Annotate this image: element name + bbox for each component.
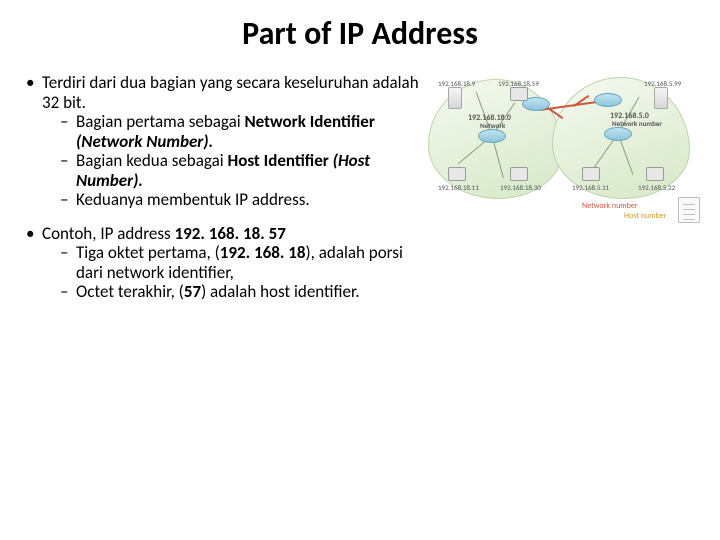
b2s2-p1: Octet terakhir, ( [76, 281, 184, 302]
bullet-2-pre: Contoh, IP address [42, 223, 175, 244]
b2s2-p2: ) adalah host identifier. [201, 281, 359, 302]
server-icon [654, 87, 668, 109]
text-column: Terdiri dari dua bagian yang secara kese… [24, 73, 424, 316]
ip-label: 192.168.18.59 [498, 79, 539, 88]
document-icon [678, 197, 700, 223]
network-sublabel: Network [480, 121, 505, 130]
page-title: Part of IP Address [0, 0, 720, 63]
router-icon [594, 93, 622, 107]
pc-icon [448, 167, 466, 181]
ip-label: 192.168.18.11 [438, 183, 479, 192]
bullet-1-text: Terdiri dari dua bagian yang secara kese… [42, 72, 419, 113]
pc-icon [646, 167, 664, 181]
b1s1-plain: Bagian pertama sebagai [76, 111, 244, 132]
bullet-2-bold: 192. 168. 18. 57 [175, 223, 286, 244]
pc-icon [510, 87, 528, 101]
b1s1-italic: (Network Number). [76, 131, 213, 152]
b2s2-bold: 57 [184, 281, 201, 302]
network-diagram: 192.168.18.9 192.168.18.59 192.168.18.11… [424, 73, 696, 316]
pc-icon [582, 167, 600, 181]
ip-label: 192.168.5.22 [638, 183, 675, 192]
b1s3-plain: Keduanya membentuk IP address. [76, 189, 310, 210]
bullet-2-sub-1: Tiga oktet pertama, (192. 168. 18), adal… [60, 243, 424, 282]
b1s1-bold: Network Identifier [244, 111, 374, 132]
bullet-1-sub-2: Bagian kedua sebagai Host Identifier (Ho… [60, 151, 424, 190]
server-icon [448, 87, 462, 109]
pc-icon [510, 167, 528, 181]
ip-label: 192.168.18.9 [438, 79, 475, 88]
bullet-1: Terdiri dari dua bagian yang secara kese… [24, 73, 424, 210]
b1s2-plain: Bagian kedua sebagai [76, 150, 227, 171]
bullet-1-sub-1: Bagian pertama sebagai Network Identifie… [60, 112, 424, 151]
ip-label: 192.168.5.99 [644, 79, 681, 88]
b2s1-p1: Tiga oktet pertama, ( [76, 242, 220, 263]
network-sublabel: Network number [612, 119, 662, 128]
bullet-1-sub-3: Keduanya membentuk IP address. [60, 190, 424, 210]
bullet-2-sub-2: Octet terakhir, (57) adalah host identif… [60, 282, 424, 302]
b2s1-bold: 192. 168. 18 [220, 242, 306, 263]
legend-net: Network number [582, 201, 638, 211]
b1s2-bold: Host Identifier [227, 150, 332, 171]
ip-label: 192.168.5.11 [572, 183, 609, 192]
bullet-2: Contoh, IP address 192. 168. 18. 57 Tiga… [24, 224, 424, 302]
ip-label: 192.168.18.30 [500, 183, 541, 192]
router-icon [478, 129, 506, 143]
legend-host: Host number [624, 211, 667, 221]
content-area: Terdiri dari dua bagian yang secara kese… [0, 63, 720, 316]
router-icon [604, 127, 632, 141]
